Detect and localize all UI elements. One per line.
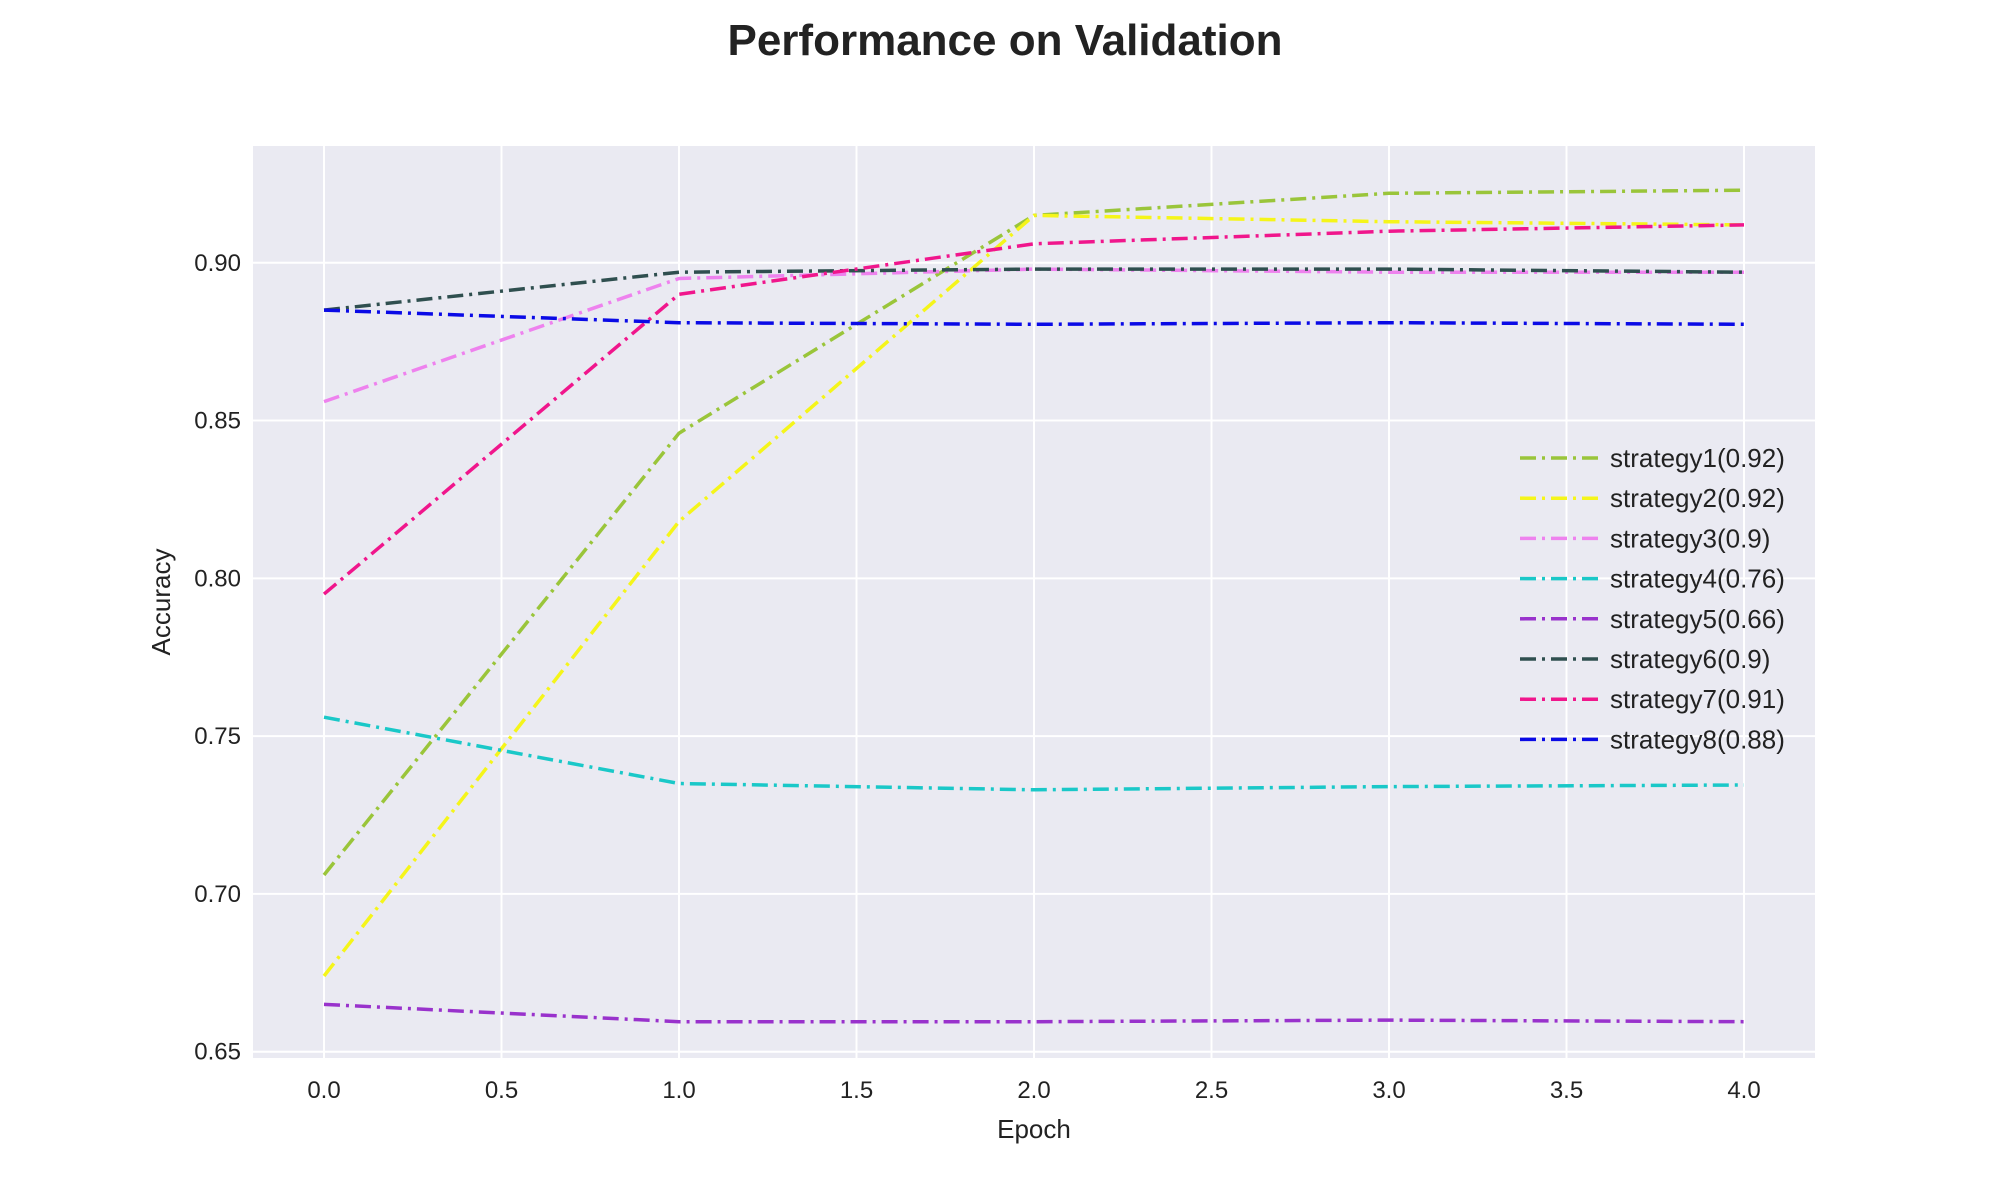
x-tick-label: 2.5 — [1195, 1077, 1228, 1104]
y-axis-ticks: 0.65 0.70 0.75 0.80 0.85 0.90 — [194, 250, 241, 1066]
legend-label: strategy5(0.66) — [1610, 604, 1785, 634]
series-line-strategy4 — [323, 715, 1745, 792]
legend-label: strategy3(0.9) — [1610, 523, 1770, 553]
series-line-strategy6 — [323, 267, 1745, 312]
x-tick-label: 2.0 — [1017, 1077, 1050, 1104]
legend-label: strategy2(0.92) — [1610, 483, 1785, 513]
y-tick-label: 0.75 — [194, 723, 241, 750]
legend-label: strategy1(0.92) — [1610, 443, 1785, 473]
x-tick-label: 1.0 — [662, 1077, 695, 1104]
x-tick-label: 3.0 — [1372, 1077, 1405, 1104]
series-lines — [322, 188, 1745, 1024]
x-tick-label: 0.0 — [307, 1077, 340, 1104]
legend-label: strategy6(0.9) — [1610, 644, 1770, 674]
y-tick-label: 0.85 — [194, 408, 241, 435]
y-tick-label: 0.65 — [194, 1039, 241, 1066]
legend-label: strategy7(0.91) — [1610, 684, 1785, 714]
legend: strategy1(0.92) strategy2(0.92) strategy3(… — [1520, 443, 1785, 754]
y-tick-label: 0.70 — [194, 881, 241, 908]
series-line-strategy5 — [323, 1002, 1745, 1024]
series-line-strategy2 — [322, 213, 1745, 978]
x-tick-label: 1.5 — [840, 1077, 873, 1104]
x-tick-label: 3.5 — [1550, 1077, 1583, 1104]
x-tick-label: 0.5 — [485, 1077, 518, 1104]
series-line-strategy8 — [323, 308, 1745, 327]
x-axis-ticks: 0.0 0.5 1.0 1.5 2.0 2.5 3.0 3.5 4.0 — [307, 1077, 1760, 1104]
y-tick-label: 0.90 — [194, 250, 241, 277]
x-axis-label: Epoch — [997, 1114, 1071, 1144]
legend-label: strategy4(0.76) — [1610, 564, 1785, 594]
x-tick-label: 4.0 — [1727, 1077, 1760, 1104]
legend-label: strategy8(0.88) — [1610, 724, 1785, 754]
y-tick-label: 0.80 — [194, 565, 241, 592]
grid-lines — [253, 146, 1815, 1058]
chart-title: Performance on Validation — [727, 16, 1282, 65]
series-line-strategy3 — [323, 267, 1744, 404]
y-axis-label: Accuracy — [146, 549, 176, 656]
